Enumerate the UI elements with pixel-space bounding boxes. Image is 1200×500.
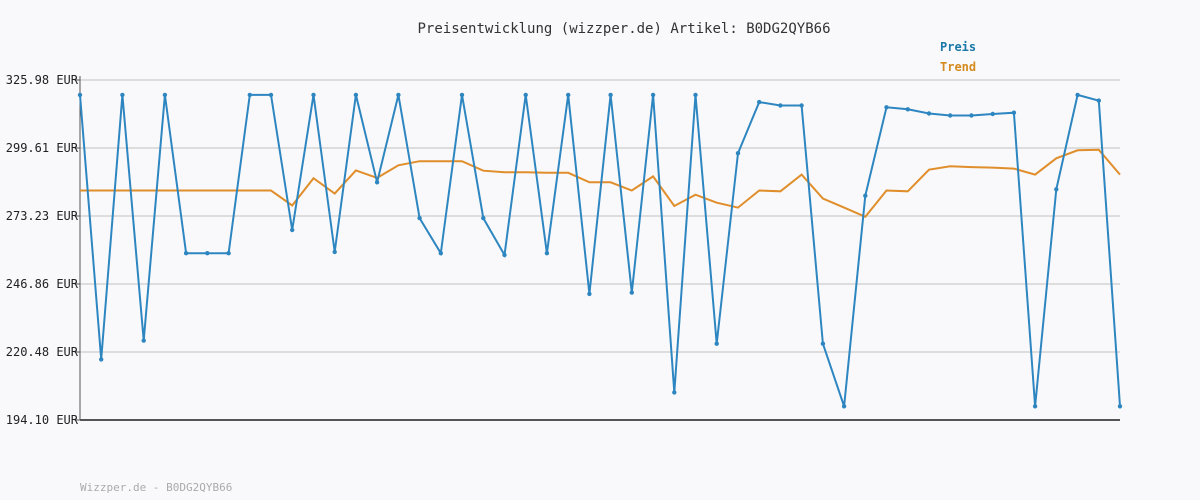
preis-point xyxy=(1075,92,1080,98)
preis-point xyxy=(353,92,359,98)
preis-point xyxy=(205,251,210,256)
preis-point xyxy=(757,99,762,105)
chart-title: Preisentwicklung (wizzper.de) Artikel: B… xyxy=(417,21,830,37)
preis-point xyxy=(162,92,168,98)
preis-point xyxy=(693,92,698,98)
preis-point xyxy=(841,404,847,409)
y-tick-label: 246.86 EUR xyxy=(6,277,79,291)
preis-point xyxy=(268,92,274,98)
preis-point xyxy=(608,92,613,98)
preis-point xyxy=(1054,187,1059,192)
preis-point xyxy=(566,92,571,98)
preis-point xyxy=(396,92,401,98)
preis-point xyxy=(311,92,316,98)
preis-point xyxy=(247,92,252,98)
preis-point xyxy=(778,103,783,108)
preis-point xyxy=(714,341,719,346)
y-tick-label: 220.48 EUR xyxy=(6,345,79,359)
preis-point xyxy=(523,92,528,98)
preis-point xyxy=(969,113,974,118)
preis-point xyxy=(863,193,868,198)
preis-point xyxy=(120,92,125,98)
preis-point xyxy=(183,251,189,256)
preis-point xyxy=(226,251,231,256)
legend-preis: Preis xyxy=(940,40,976,54)
preis-point xyxy=(587,291,592,297)
preis-point xyxy=(502,252,507,258)
preis-point xyxy=(481,215,486,221)
y-tick-label: 273.23 EUR xyxy=(6,209,79,223)
legend-trend: Trend xyxy=(940,60,976,74)
preis-point xyxy=(1096,98,1102,103)
preis-point xyxy=(629,290,634,295)
preis-point xyxy=(417,215,422,221)
preis-point xyxy=(672,390,677,395)
plot-area xyxy=(77,92,1123,409)
y-tick-label: 194.10 EUR xyxy=(6,413,79,427)
y-axis-ticks: 325.98 EUR 299.61 EUR 273.23 EUR 246.86 EUR… xyxy=(6,73,80,427)
preis-point xyxy=(735,151,741,156)
preis-point xyxy=(99,357,104,362)
preis-point xyxy=(905,107,910,112)
preis-point xyxy=(290,227,295,233)
trend-line xyxy=(80,148,1121,219)
preis-point xyxy=(1117,404,1123,409)
preis-point xyxy=(1032,404,1038,409)
preis-point xyxy=(544,251,550,256)
preis-point xyxy=(77,92,83,98)
preis-point xyxy=(926,111,932,116)
footer-text: Wizzper.de - B0DG2QYB66 xyxy=(80,481,232,494)
preis-line xyxy=(79,93,1121,407)
y-tick-label: 325.98 EUR xyxy=(6,73,79,87)
preis-point xyxy=(948,113,953,118)
preis-point xyxy=(990,111,995,117)
preis-point xyxy=(141,338,146,343)
preis-point xyxy=(459,92,465,98)
preis-point xyxy=(820,341,826,346)
grid-lines xyxy=(80,79,1120,353)
preis-point xyxy=(332,249,337,255)
y-tick-label: 299.61 EUR xyxy=(6,141,79,155)
preis-point xyxy=(1011,110,1017,115)
preis-point xyxy=(374,180,380,185)
preis-point xyxy=(650,92,656,98)
preis-point xyxy=(799,103,804,108)
preis-point xyxy=(438,251,443,256)
preis-point xyxy=(884,105,889,110)
